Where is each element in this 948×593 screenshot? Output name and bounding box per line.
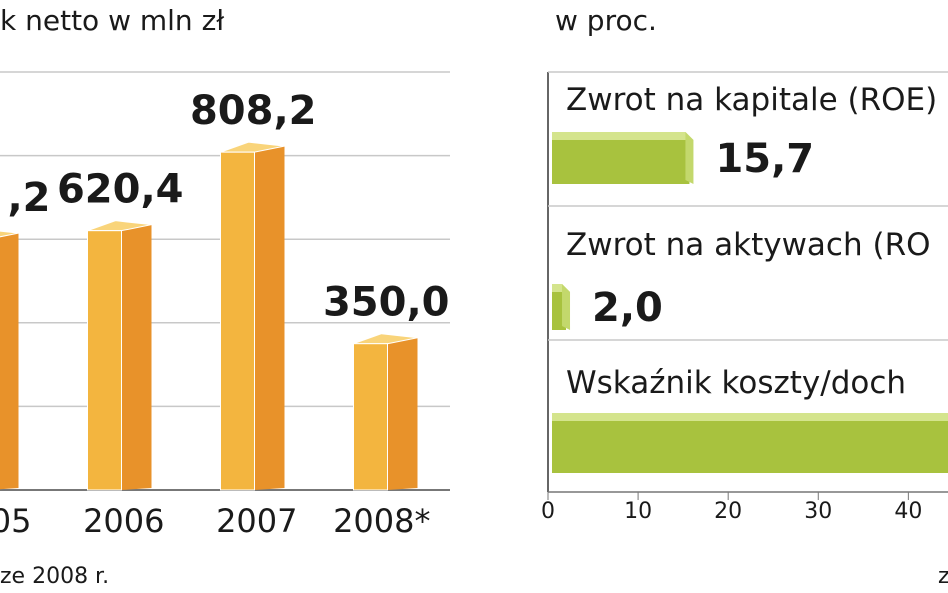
value-label: ,2: [7, 175, 50, 221]
value-label: 2,0: [592, 285, 663, 331]
x-tick-label: 2008*: [333, 502, 430, 540]
value-label: 350,0: [323, 280, 450, 326]
category-label: Zwrot na aktywach (RO: [566, 227, 931, 263]
bar-top: [552, 132, 694, 140]
x-tick-label: 2006: [83, 502, 164, 540]
footnote: z: [938, 564, 948, 589]
bar-side: [254, 146, 285, 490]
x-tick-label: 05: [0, 502, 32, 540]
subtitle: w proc.: [555, 4, 657, 37]
value-label: 15,7: [715, 136, 814, 182]
footnote: ze 2008 r.: [0, 564, 109, 589]
bar-end: [685, 132, 694, 184]
category-label: Zwrot na kapitale (ROE): [566, 82, 937, 118]
bar: [87, 230, 122, 491]
bar: [353, 343, 388, 491]
bar-top: [552, 413, 948, 421]
x-tick-label: 10: [624, 499, 652, 524]
value-label: 620,4: [57, 167, 184, 213]
x-tick-label: 0: [541, 499, 555, 524]
category-label: Wskaźnik koszty/doch: [566, 365, 906, 401]
bar-end: [562, 284, 571, 330]
x-tick-label: 40: [894, 499, 922, 524]
bar-side: [121, 224, 152, 491]
x-tick-label: 30: [804, 499, 832, 524]
bar-side: [387, 337, 418, 490]
bar: [552, 421, 948, 473]
bar-top: [0, 230, 19, 238]
x-tick-label: 20: [714, 499, 742, 524]
chart-title: k netto w mln zł: [0, 4, 224, 37]
value-label: 808,2: [190, 88, 317, 134]
x-tick-label: 2007: [216, 502, 297, 540]
bar: [220, 151, 255, 491]
bar-side: [0, 233, 19, 490]
bar: [552, 140, 690, 184]
